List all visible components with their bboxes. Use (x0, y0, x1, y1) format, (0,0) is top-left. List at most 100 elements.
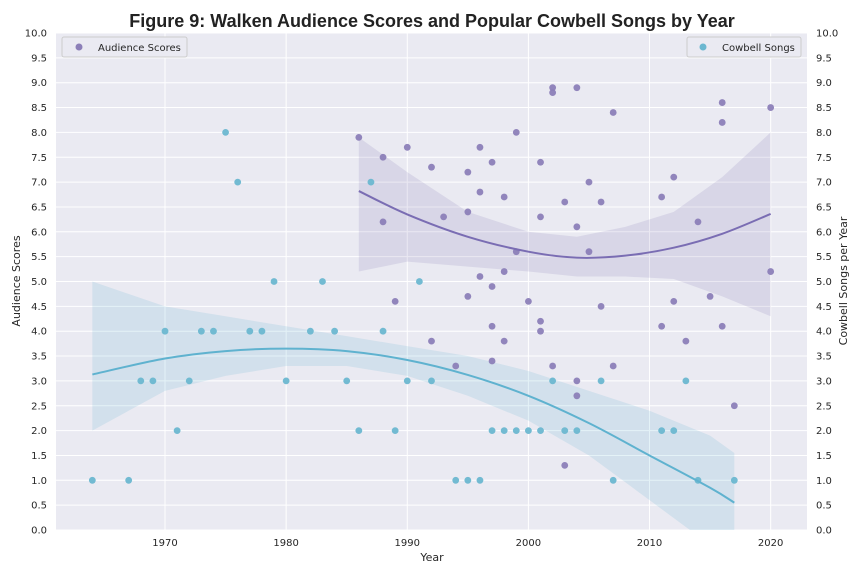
data-point (718, 119, 726, 126)
data-point (355, 133, 363, 141)
data-point (549, 84, 557, 92)
data-point (222, 129, 229, 136)
data-point (730, 402, 738, 410)
data-point (476, 273, 484, 280)
data-point (561, 198, 569, 206)
data-point (367, 178, 375, 186)
x-tick-label: 2020 (758, 538, 783, 549)
right-y-tick-label: 8.5 (816, 103, 832, 114)
data-point (270, 278, 278, 285)
data-point (549, 377, 557, 385)
left-y-tick-label: 0.5 (31, 501, 47, 512)
data-point (88, 476, 96, 484)
chart-title: Figure 9: Walken Audience Scores and Pop… (129, 11, 735, 31)
data-point (500, 337, 508, 345)
data-point (403, 143, 411, 151)
data-point (730, 476, 738, 484)
legend-box (686, 36, 802, 58)
data-point (682, 377, 690, 385)
x-tick-label: 2000 (516, 538, 541, 549)
data-point (488, 427, 496, 434)
data-point (185, 377, 193, 385)
data-point (609, 362, 617, 370)
data-point (464, 293, 472, 300)
left-y-tick-label: 0.0 (31, 526, 47, 537)
right-y-tick-label: 9.0 (816, 78, 832, 89)
left-y-tick-label: 7.0 (31, 178, 47, 189)
data-point (585, 178, 593, 186)
plot-area: 0.0 0.0 0.5 0.5 1.0 1.0 1.5 1.5 2.0 2.0 2.5 2.5 3.0 3… (25, 29, 839, 550)
data-point (549, 362, 557, 370)
data-point (464, 476, 472, 484)
data-point (464, 208, 472, 216)
left-y-tick-label: 4.0 (31, 327, 47, 338)
trend-line (92, 347, 735, 504)
right-y-tick-label: 1.0 (816, 476, 832, 487)
data-point (706, 293, 714, 300)
legend-marker-audience (75, 43, 83, 51)
right-y-tick-label: 0.0 (816, 526, 832, 537)
data-point (415, 278, 423, 285)
right-y-tick-label: 9.5 (816, 53, 832, 64)
data-point (500, 268, 508, 275)
right-y-tick-label: 3.0 (816, 376, 832, 387)
data-point (173, 427, 181, 434)
left-y-tick-label: 3.5 (31, 352, 47, 363)
data-point (609, 109, 617, 116)
data-point (549, 89, 557, 97)
data-point (658, 427, 666, 434)
left-y-tick-label: 2.5 (31, 401, 47, 412)
data-point (343, 377, 351, 385)
right-y-tick-label: 2.0 (816, 426, 832, 437)
data-point (476, 143, 484, 151)
left-y-tick-label: 9.0 (31, 78, 47, 89)
data-point (670, 427, 678, 434)
left-y-tick-label: 1.0 (31, 476, 47, 487)
left-y-tick-label: 6.0 (31, 227, 47, 238)
x-tick-label: 2010 (637, 538, 662, 549)
data-point (306, 327, 314, 335)
data-point (682, 337, 690, 345)
right-y-tick-label: 4.5 (816, 302, 832, 313)
right-y-tick-label: 5.0 (816, 277, 832, 288)
data-point (658, 322, 666, 330)
data-point (573, 392, 581, 400)
data-point (331, 327, 338, 335)
data-point (718, 99, 726, 106)
left-y-tick-label: 5.5 (31, 252, 47, 263)
data-point (537, 158, 544, 166)
x-tick-label: 1980 (273, 538, 298, 549)
legend-label-audience: Audience Scores (98, 43, 181, 54)
data-point (537, 327, 544, 335)
data-point (476, 476, 484, 484)
left-y-tick-label: 2.0 (31, 426, 47, 437)
data-point (403, 377, 411, 385)
data-point (561, 427, 569, 434)
data-point (379, 327, 387, 335)
data-point (234, 178, 242, 186)
data-point (500, 193, 508, 201)
data-point (246, 327, 254, 335)
data-point (137, 377, 145, 385)
left-y-tick-label: 9.5 (31, 53, 47, 64)
data-point (452, 362, 460, 370)
data-point (500, 427, 508, 434)
data-point (149, 377, 157, 385)
right-y-tick-label: 0.5 (816, 501, 832, 512)
data-point (125, 476, 133, 484)
right-y-tick-label: 5.5 (816, 252, 832, 263)
x-tick-label: 1970 (152, 538, 177, 549)
data-point (609, 476, 617, 484)
legend-marker-cowbell (699, 43, 707, 51)
legend-cowbell-songs: Cowbell Songs (686, 36, 802, 58)
data-point (282, 377, 290, 385)
legend-audience-scores: Audience Scores (61, 36, 188, 58)
data-point (488, 357, 496, 365)
left-y-tick-label: 1.5 (31, 451, 47, 462)
legend-label-cowbell: Cowbell Songs (722, 43, 795, 54)
data-point (428, 163, 435, 171)
data-point (210, 327, 217, 335)
data-point (488, 283, 496, 290)
left-y-tick-label: 8.5 (31, 103, 47, 114)
data-point (767, 268, 775, 275)
